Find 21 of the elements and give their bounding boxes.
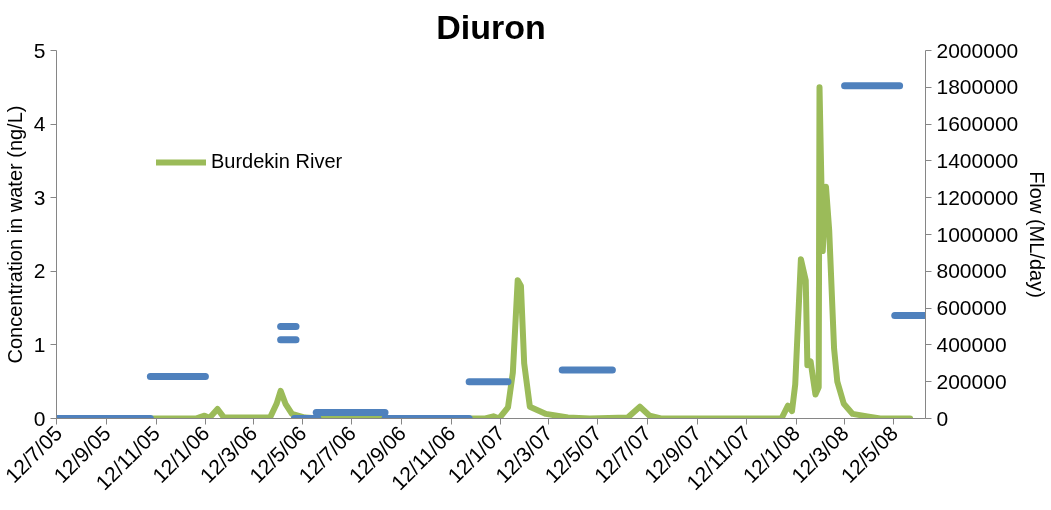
y-tick-label: 2 (33, 259, 46, 283)
y2-tick-label: 1400000 (936, 148, 1019, 172)
y-tick-label: 4 (33, 112, 46, 136)
y-tick-label: 5 (33, 38, 46, 62)
y2-tick-label: 400000 (936, 332, 1007, 356)
y2-tick-label: 1200000 (936, 185, 1019, 209)
y2-axis-title: Flow (ML/day) (1026, 171, 1049, 298)
y2-tick-label: 1000000 (936, 222, 1019, 246)
y-tick-label: 3 (33, 185, 46, 209)
y2-tick-label: 1600000 (936, 112, 1019, 136)
y2-tick-label: 0 (936, 406, 949, 430)
y2-tick-label: 800000 (936, 259, 1007, 283)
chart-title: Diuron (436, 7, 546, 46)
y2-tick-label: 600000 (936, 296, 1007, 320)
y-axis-title: Concentration in water (ng/L) (3, 105, 26, 364)
legend-label: Burdekin River (211, 150, 343, 173)
y2-tick-label: 2000000 (936, 38, 1019, 62)
y2-tick-label: 200000 (936, 369, 1007, 393)
y2-tick-label: 1800000 (936, 75, 1019, 99)
y-tick-label: 1 (33, 332, 46, 356)
y-tick-label: 0 (33, 406, 46, 430)
